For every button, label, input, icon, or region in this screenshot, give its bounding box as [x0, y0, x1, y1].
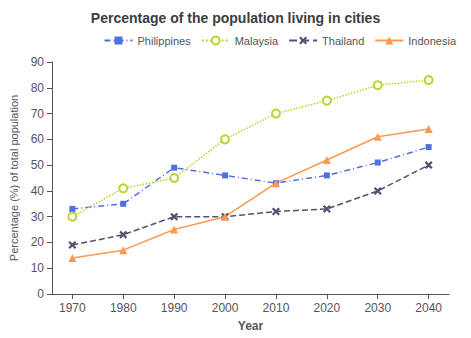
- svg-text:2020: 2020: [313, 301, 340, 315]
- svg-text:Percentage of the population l: Percentage of the population living in c…: [91, 10, 381, 26]
- svg-text:2030: 2030: [364, 301, 391, 315]
- svg-text:Malaysia: Malaysia: [235, 35, 279, 47]
- svg-text:1990: 1990: [161, 301, 188, 315]
- svg-text:60: 60: [31, 132, 45, 146]
- svg-text:0: 0: [37, 287, 44, 301]
- svg-text:20: 20: [31, 235, 45, 249]
- svg-text:Year: Year: [238, 319, 264, 333]
- svg-text:Indonesia: Indonesia: [408, 35, 457, 47]
- svg-text:90: 90: [31, 55, 45, 69]
- svg-text:40: 40: [31, 184, 45, 198]
- svg-text:2010: 2010: [263, 301, 290, 315]
- svg-text:1970: 1970: [59, 301, 86, 315]
- svg-text:30: 30: [31, 210, 45, 224]
- svg-text:1980: 1980: [110, 301, 137, 315]
- svg-text:70: 70: [31, 107, 45, 121]
- svg-text:Percentage (%) of total popula: Percentage (%) of total population: [8, 95, 20, 261]
- svg-text:Thailand: Thailand: [322, 35, 364, 47]
- svg-text:2000: 2000: [212, 301, 239, 315]
- svg-text:2040: 2040: [415, 301, 442, 315]
- svg-text:50: 50: [31, 158, 45, 172]
- svg-text:80: 80: [31, 81, 45, 95]
- svg-text:10: 10: [31, 261, 45, 275]
- svg-text:Philippines: Philippines: [137, 35, 191, 47]
